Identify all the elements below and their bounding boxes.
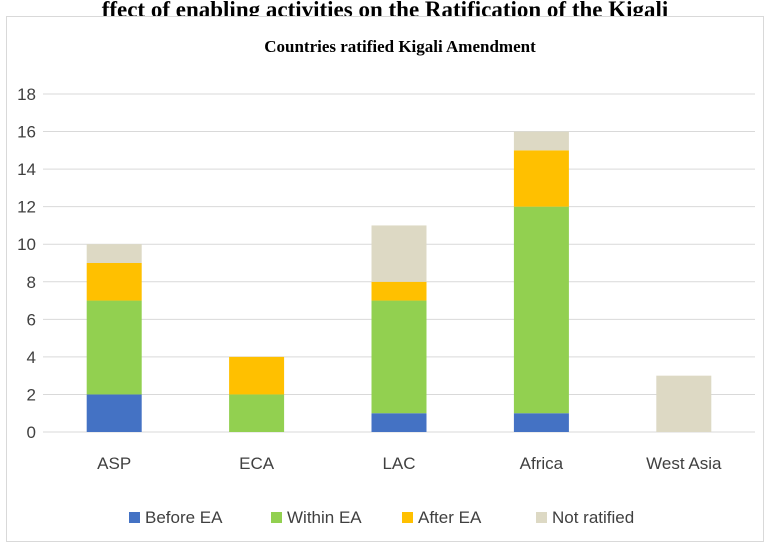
- x-tick-label: ASP: [97, 454, 131, 473]
- legend-swatch: [402, 512, 413, 523]
- legend-swatch: [536, 512, 547, 523]
- y-tick-label: 14: [17, 160, 36, 179]
- y-tick-label: 4: [27, 348, 36, 367]
- bar-segment: [656, 375, 712, 432]
- y-tick-label: 6: [27, 310, 36, 329]
- bar-segment: [513, 131, 569, 151]
- bar-segment: [371, 300, 427, 414]
- bar-segment: [229, 356, 285, 395]
- x-tick-label: LAC: [382, 454, 415, 473]
- chart-title: Countries ratified Kigali Amendment: [264, 37, 536, 56]
- bar-segment: [371, 413, 427, 432]
- x-tick-label: West Asia: [646, 454, 722, 473]
- bar-segment: [371, 225, 427, 282]
- x-tick-label: ECA: [239, 454, 275, 473]
- bar-segment: [513, 206, 569, 414]
- y-tick-label: 0: [27, 423, 36, 442]
- x-tick-label: Africa: [520, 454, 564, 473]
- y-tick-label: 8: [27, 273, 36, 292]
- legend: Before EA Within EA After EA Not ratified: [129, 508, 634, 527]
- bar-segment: [86, 394, 142, 432]
- bars: [86, 131, 712, 432]
- bar-segment: [513, 150, 569, 207]
- bar-segment: [86, 300, 142, 395]
- legend-label: Not ratified: [552, 508, 634, 527]
- bar-segment: [229, 394, 285, 432]
- legend-label: Before EA: [145, 508, 223, 527]
- y-tick-label: 2: [27, 385, 36, 404]
- legend-label: Within EA: [287, 508, 362, 527]
- legend-label: After EA: [418, 508, 482, 527]
- bar-segment: [513, 413, 569, 432]
- bar-segment: [86, 244, 142, 263]
- bar-segment: [371, 281, 427, 301]
- y-tick-label: 10: [17, 235, 36, 254]
- y-tick-label: 18: [17, 85, 36, 104]
- legend-swatch: [271, 512, 282, 523]
- x-axis-ticks: ASP ECA LAC Africa West Asia: [97, 454, 722, 473]
- y-tick-label: 12: [17, 198, 36, 217]
- y-axis-ticks: 0 2 4 6 8 10 12 14 16 18: [17, 85, 36, 442]
- y-tick-label: 16: [17, 123, 36, 142]
- bar-segment: [86, 263, 142, 301]
- legend-swatch: [129, 512, 140, 523]
